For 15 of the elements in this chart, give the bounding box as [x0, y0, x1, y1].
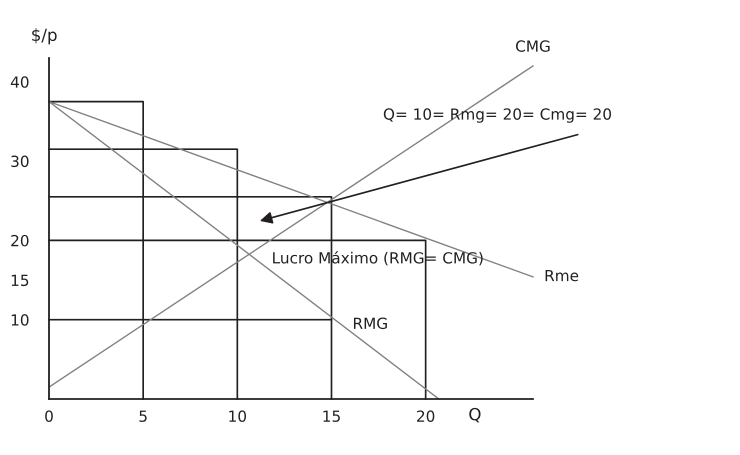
x-axis-title: Q: [469, 408, 481, 422]
x-tick-label: 5: [139, 410, 147, 422]
x-tick-label: 10: [229, 410, 246, 422]
series-label: CMG: [516, 40, 550, 52]
y-axis-title: $/p: [32, 28, 57, 44]
series-label: Rme: [546, 270, 578, 282]
x-tick-label: 20: [417, 410, 434, 422]
y-tick-label: 30: [11, 156, 29, 168]
y-tick-label: 15: [12, 274, 28, 286]
y-tick-label: 40: [10, 76, 29, 88]
series-label: RMG: [354, 318, 387, 330]
y-tick-label: 10: [12, 314, 29, 326]
y-tick-label: 20: [11, 234, 29, 246]
x-tick-label: 15: [323, 410, 340, 422]
x-tick-label: 0: [45, 410, 53, 422]
